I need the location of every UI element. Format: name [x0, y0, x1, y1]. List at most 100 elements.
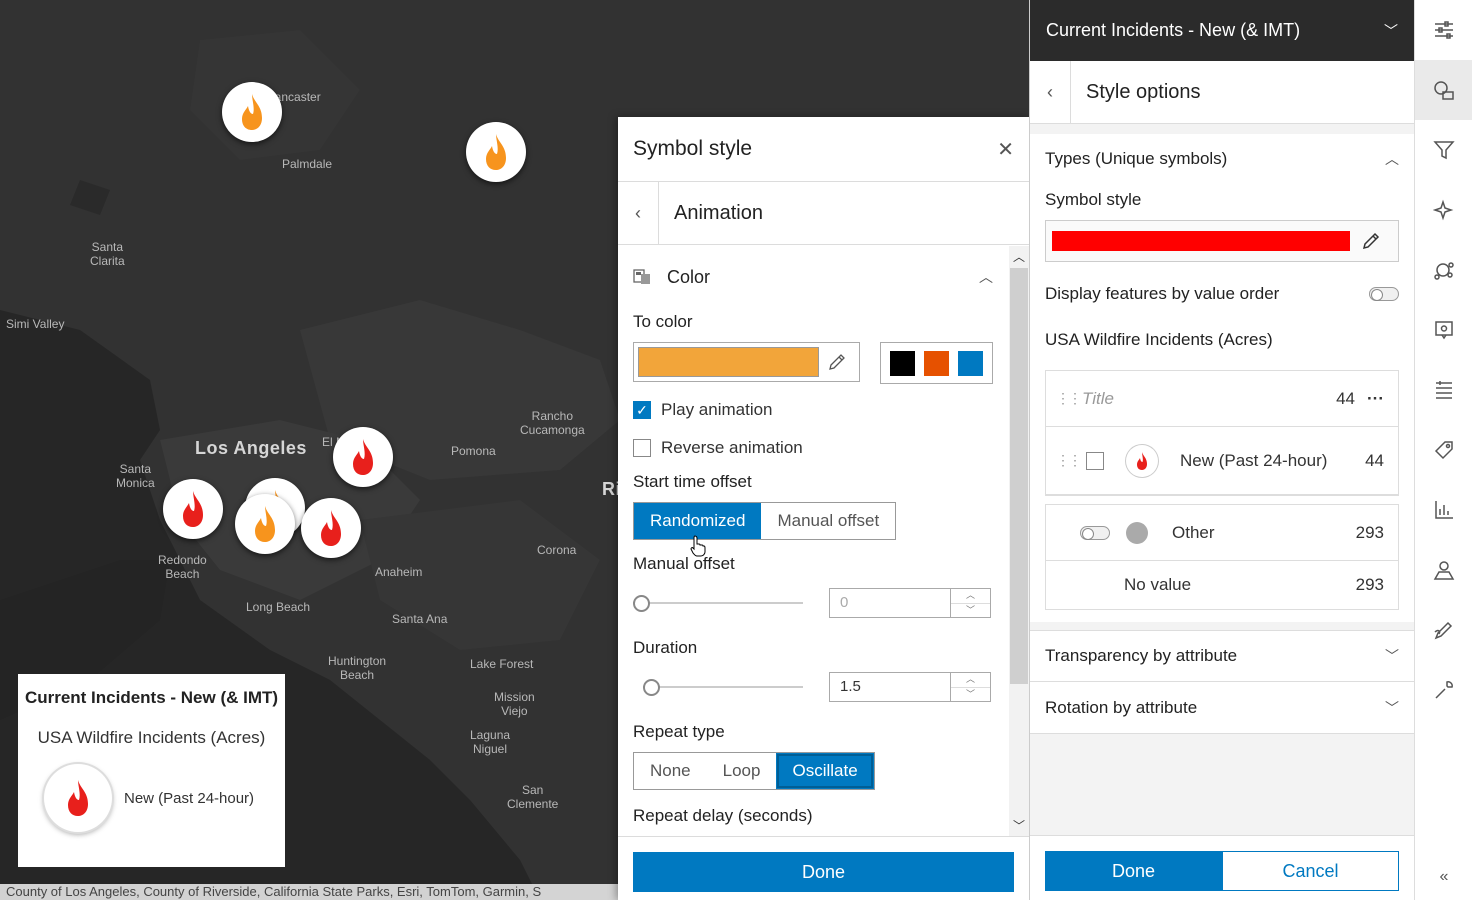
reverse-animation-row[interactable]: Reverse animation: [633, 438, 993, 458]
list-title-input[interactable]: Title: [1082, 388, 1114, 408]
fire-marker[interactable]: [163, 479, 223, 539]
paint-bucket-icon: [633, 269, 650, 284]
repeat-type-segmented: None Loop Oscillate: [633, 752, 875, 790]
display-by-value-order-toggle[interactable]: [1369, 287, 1399, 301]
fire-marker[interactable]: [301, 498, 361, 558]
types-section-header[interactable]: Types (Unique symbols) ︿: [1045, 134, 1399, 184]
clustering-tool[interactable]: [1415, 240, 1472, 300]
decrement-icon[interactable]: ﹀: [965, 604, 975, 615]
other-toggle[interactable]: [1080, 525, 1110, 540]
slider-thumb[interactable]: [643, 679, 660, 696]
manual-offset-label: Manual offset: [633, 554, 735, 573]
fire-marker[interactable]: [235, 494, 295, 554]
settings-tool[interactable]: [1415, 660, 1472, 720]
to-color-label: To color: [633, 312, 693, 331]
settings-toolbar: «: [1414, 0, 1472, 900]
color-section-header[interactable]: Color ︿: [633, 246, 993, 304]
manual-offset-value: 0: [840, 594, 849, 611]
play-animation-checkbox[interactable]: ✓: [633, 401, 651, 419]
preset-swatch-black[interactable]: [889, 350, 915, 376]
animation-settings-scroll[interactable]: Color ︿ To color ✓: [618, 246, 1029, 836]
drag-handle-icon[interactable]: ⋮⋮: [1056, 452, 1082, 468]
item-checkbox[interactable]: [1086, 451, 1104, 470]
place-label: Huntington Beach: [328, 654, 387, 682]
fire-marker[interactable]: [222, 82, 282, 142]
collapse-icon[interactable]: «: [1439, 868, 1449, 885]
cancel-button[interactable]: Cancel: [1222, 851, 1399, 891]
to-color-swatch: [638, 347, 819, 377]
symbol-style-picker[interactable]: [1045, 220, 1399, 262]
filter-tool[interactable]: [1415, 120, 1472, 180]
fire-icon: [486, 134, 506, 170]
play-animation-row[interactable]: ✓ Play animation: [633, 400, 993, 420]
fire-marker[interactable]: [466, 122, 526, 182]
scrollbar-thumb[interactable]: [1010, 268, 1028, 684]
manual-offset-slider[interactable]: [633, 593, 803, 613]
chevron-up-icon: ︿: [1385, 151, 1399, 167]
fire-icon: [321, 510, 341, 546]
rotation-section[interactable]: Rotation by attribute ﹀: [1030, 682, 1414, 734]
list-item[interactable]: ⋮⋮ New (Past 24-hour) 44: [1046, 427, 1398, 495]
charts-icon: [1435, 501, 1453, 519]
close-icon[interactable]: ✕: [997, 138, 1014, 161]
style-options-footer: Done Cancel: [1030, 835, 1414, 900]
more-options-icon[interactable]: ···: [1367, 388, 1384, 408]
segment-oscillate[interactable]: Oscillate: [776, 753, 874, 789]
fire-icon: [353, 439, 373, 475]
fields-tool[interactable]: [1415, 360, 1472, 420]
animation-header: ‹ Animation: [618, 182, 1029, 245]
pencil-icon[interactable]: [819, 352, 855, 372]
segment-randomized[interactable]: Randomized: [634, 503, 762, 539]
back-button[interactable]: ‹: [1030, 61, 1071, 123]
other-count: 293: [1355, 522, 1384, 542]
start-time-offset-segmented: Randomized Manual offset: [633, 502, 897, 540]
scroll-up-icon[interactable]: ︿: [1012, 250, 1025, 264]
effects-tool[interactable]: [1415, 180, 1472, 240]
transparency-section[interactable]: Transparency by attribute ﹀: [1030, 630, 1414, 682]
start-time-offset-label: Start time offset: [633, 472, 752, 491]
duration-label: Duration: [633, 638, 698, 657]
labels-tool[interactable]: [1415, 420, 1472, 480]
segment-manual-offset[interactable]: Manual offset: [777, 511, 880, 530]
chevron-down-icon: ﹀: [1384, 22, 1398, 39]
display-by-value-order-row: Display features by value order: [1045, 284, 1399, 304]
color-presets: [880, 342, 993, 384]
done-button[interactable]: Done: [1045, 851, 1222, 891]
duration-slider[interactable]: [633, 677, 803, 697]
legend-item-label: New (Past 24-hour): [124, 789, 255, 807]
segment-loop[interactable]: Loop: [722, 761, 761, 780]
configure-popup-tool[interactable]: [1415, 300, 1472, 360]
increment-icon[interactable]: ︿: [951, 673, 990, 688]
drag-handle-icon[interactable]: ⋮⋮: [1056, 390, 1082, 406]
other-symbol[interactable]: [1126, 521, 1148, 544]
manual-offset-input[interactable]: 0 ︿ ﹀: [829, 588, 991, 618]
sketch-tool[interactable]: [1415, 600, 1472, 660]
item-symbol[interactable]: [1126, 444, 1158, 477]
scrollbar[interactable]: ︿ ﹀: [1009, 246, 1029, 836]
back-button[interactable]: ‹: [618, 182, 659, 244]
scroll-down-icon[interactable]: ﹀: [1012, 819, 1025, 833]
layer-selector[interactable]: Current Incidents - New (& IMT) ﹀: [1030, 0, 1414, 61]
charts-tool[interactable]: [1415, 480, 1472, 540]
properties-tool[interactable]: [1415, 0, 1472, 60]
done-button[interactable]: Done: [633, 852, 1014, 892]
fire-marker[interactable]: [333, 427, 393, 487]
legend-item: New (Past 24-hour): [24, 764, 279, 832]
duration-input[interactable]: 1.5 ︿ ﹀: [829, 672, 991, 702]
increment-icon[interactable]: ︿: [951, 589, 990, 604]
preset-swatch-blue[interactable]: [958, 350, 984, 376]
chevron-down-icon: ﹀: [1385, 648, 1399, 664]
map-tools-tool[interactable]: [1415, 540, 1472, 600]
display-by-value-order-label: Display features by value order: [1045, 284, 1280, 303]
types-section-label: Types (Unique symbols): [1045, 149, 1228, 168]
segment-none[interactable]: None: [650, 761, 691, 780]
pencil-icon[interactable]: [1350, 231, 1392, 251]
decrement-icon[interactable]: ﹀: [965, 688, 975, 699]
slider-thumb[interactable]: [633, 595, 650, 612]
legend-layer-name: USA Wildfire Incidents (Acres): [37, 728, 266, 747]
styles-tool[interactable]: [1415, 60, 1472, 120]
preset-swatch-orange[interactable]: [923, 350, 949, 376]
reverse-animation-checkbox[interactable]: [633, 439, 651, 457]
to-color-picker[interactable]: [633, 342, 860, 382]
place-label: Rancho Cucamonga: [520, 409, 585, 437]
